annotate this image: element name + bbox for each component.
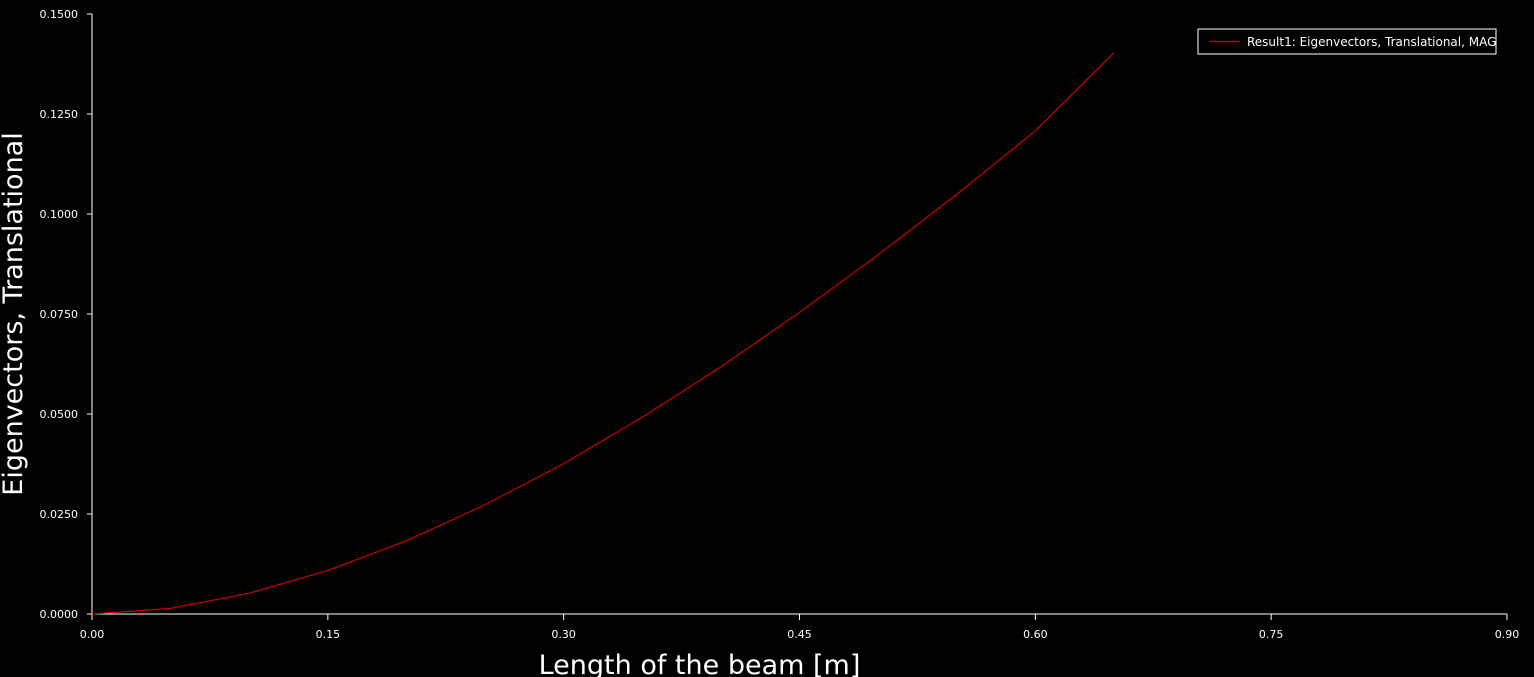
x-tick-label: 0.60: [1023, 628, 1048, 641]
y-axis-title: Eigenvectors, Translational: [0, 132, 29, 495]
y-tick-label: 0.1000: [40, 208, 79, 221]
x-tick-label: 0.00: [80, 628, 105, 641]
x-tick-label: 0.90: [1495, 628, 1520, 641]
y-tick-label: 0.1500: [40, 8, 79, 21]
y-tick-label: 0.0250: [40, 508, 79, 521]
series-line: [91, 52, 1115, 615]
legend: Result1: Eigenvectors, Translational, MA…: [1197, 28, 1497, 55]
x-tick-label: 0.15: [316, 628, 341, 641]
y-tick-label: 0.0500: [40, 408, 79, 421]
axes: [91, 14, 1507, 615]
y-tick-label: 0.1250: [40, 108, 79, 121]
ticks: 0.0000 0.0250 0.0500 0.0750 0.1000 0.1250 0.15…: [40, 8, 1520, 641]
x-tick-label: 0.30: [551, 628, 576, 641]
y-tick-label: 0.0750: [40, 308, 79, 321]
series-layer: [91, 52, 1115, 615]
x-axis-title: Length of the beam [m]: [539, 650, 861, 677]
x-tick-label: 0.45: [787, 628, 812, 641]
legend-entry-label: Result1: Eigenvectors, Translational, MA…: [1247, 35, 1496, 49]
y-tick-label: 0.0000: [40, 608, 79, 621]
legend-box: [1197, 28, 1497, 55]
x-tick-label: 0.75: [1259, 628, 1284, 641]
